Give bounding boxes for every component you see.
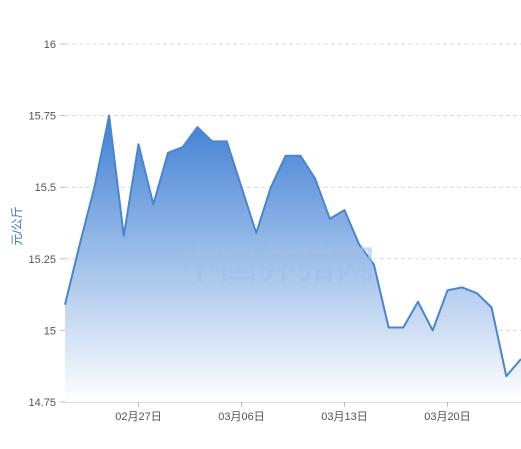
x-tick-label: 03月20日 [424, 411, 470, 423]
watermark-text: 中国养猪网 [180, 245, 375, 287]
series-line [64, 114, 521, 378]
y-tick-label: 15 [44, 325, 56, 337]
axes: 14.75 15 15.25 15.5 15.75 16 02月27日 03月06日 03月13… [28, 39, 470, 423]
y-tick-label: 15.75 [28, 111, 56, 123]
x-tick-label: 03月13日 [321, 411, 367, 423]
area-series [64, 114, 521, 402]
x-tick-label: 02月27日 [115, 411, 161, 423]
y-tick-label: 16 [44, 39, 56, 51]
area-fill [65, 115, 521, 402]
x-tick-label: 03月06日 [218, 411, 264, 423]
y-tick-label: 15.5 [35, 182, 56, 194]
y-tick-label: 15.25 [28, 254, 56, 266]
y-axis-title: 元/公斤 [10, 206, 24, 245]
y-tick-label: 14.75 [28, 397, 56, 409]
